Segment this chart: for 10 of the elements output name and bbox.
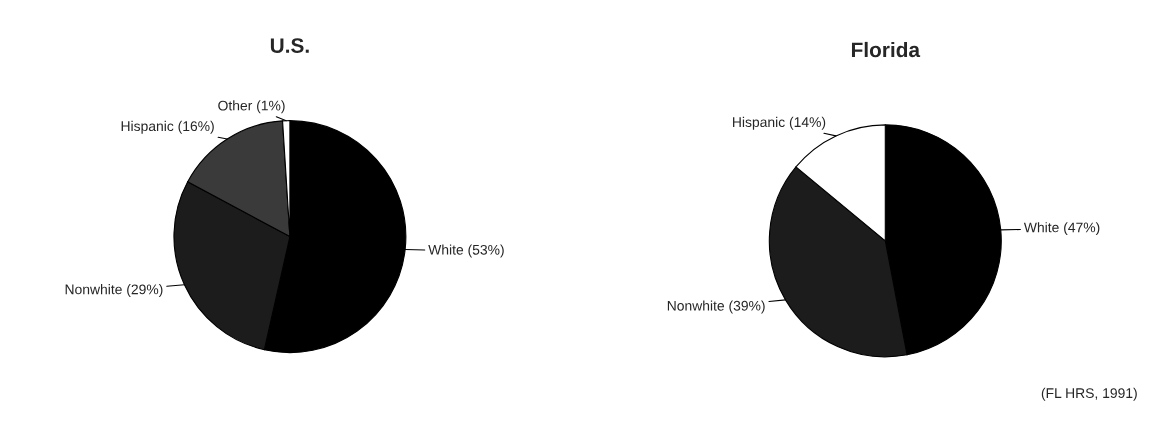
slice-label: White (47%)	[1023, 222, 1100, 236]
text: (FL HRS, 1991)	[1041, 387, 1137, 401]
slice-label: Hispanic (14%)	[733, 116, 826, 130]
slice-label: Nonwhite (29%)	[65, 284, 163, 298]
slice-label: Nonwhite (39%)	[667, 300, 765, 314]
slice-label: Hispanic (16%)	[121, 120, 214, 134]
slice-label: White (53%)	[428, 244, 504, 258]
chart-title: Florida	[851, 41, 921, 58]
slice-label: Other (1%)	[218, 100, 285, 114]
chart-title: U.S.	[270, 38, 309, 53]
